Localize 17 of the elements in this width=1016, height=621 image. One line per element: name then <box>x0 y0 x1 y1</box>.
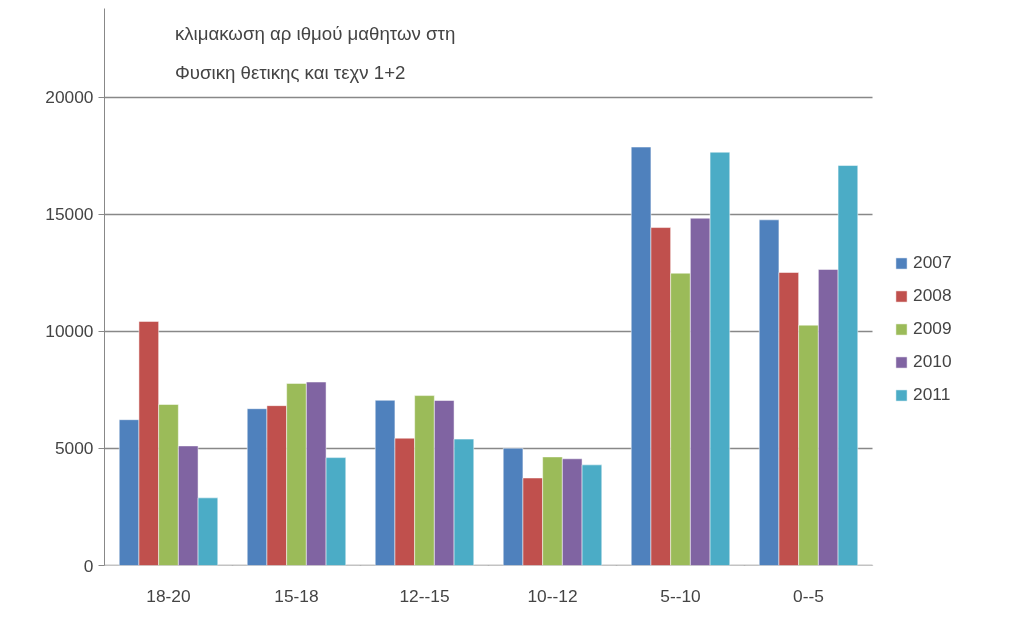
legend-label: 2008 <box>913 285 953 306</box>
x-tick-label: 18-20 <box>146 585 191 606</box>
x-tick-label: 10--12 <box>527 585 578 606</box>
legend-label: 2011 <box>913 384 952 405</box>
legend-label: 2010 <box>913 351 953 372</box>
y-tick-label: 5000 <box>54 438 94 459</box>
x-tick-label: 5--10 <box>660 585 701 606</box>
x-tick-label: 12--15 <box>399 585 450 606</box>
legend-label: 2009 <box>913 318 953 339</box>
text: κλιμακωση αρ ιθμού μαθητων στη Φυσικη θετικης και τεχν 1+2 <box>174 23 456 84</box>
y-tick-label: 10000 <box>45 321 94 342</box>
x-tick-label: 15-18 <box>274 585 319 606</box>
y-tick-label: 0 <box>83 555 94 576</box>
y-tick-label: 20000 <box>45 87 94 108</box>
y-tick-label: 15000 <box>45 204 94 225</box>
x-tick-label: 0--5 <box>793 585 824 606</box>
legend-label: 2007 <box>913 252 953 273</box>
